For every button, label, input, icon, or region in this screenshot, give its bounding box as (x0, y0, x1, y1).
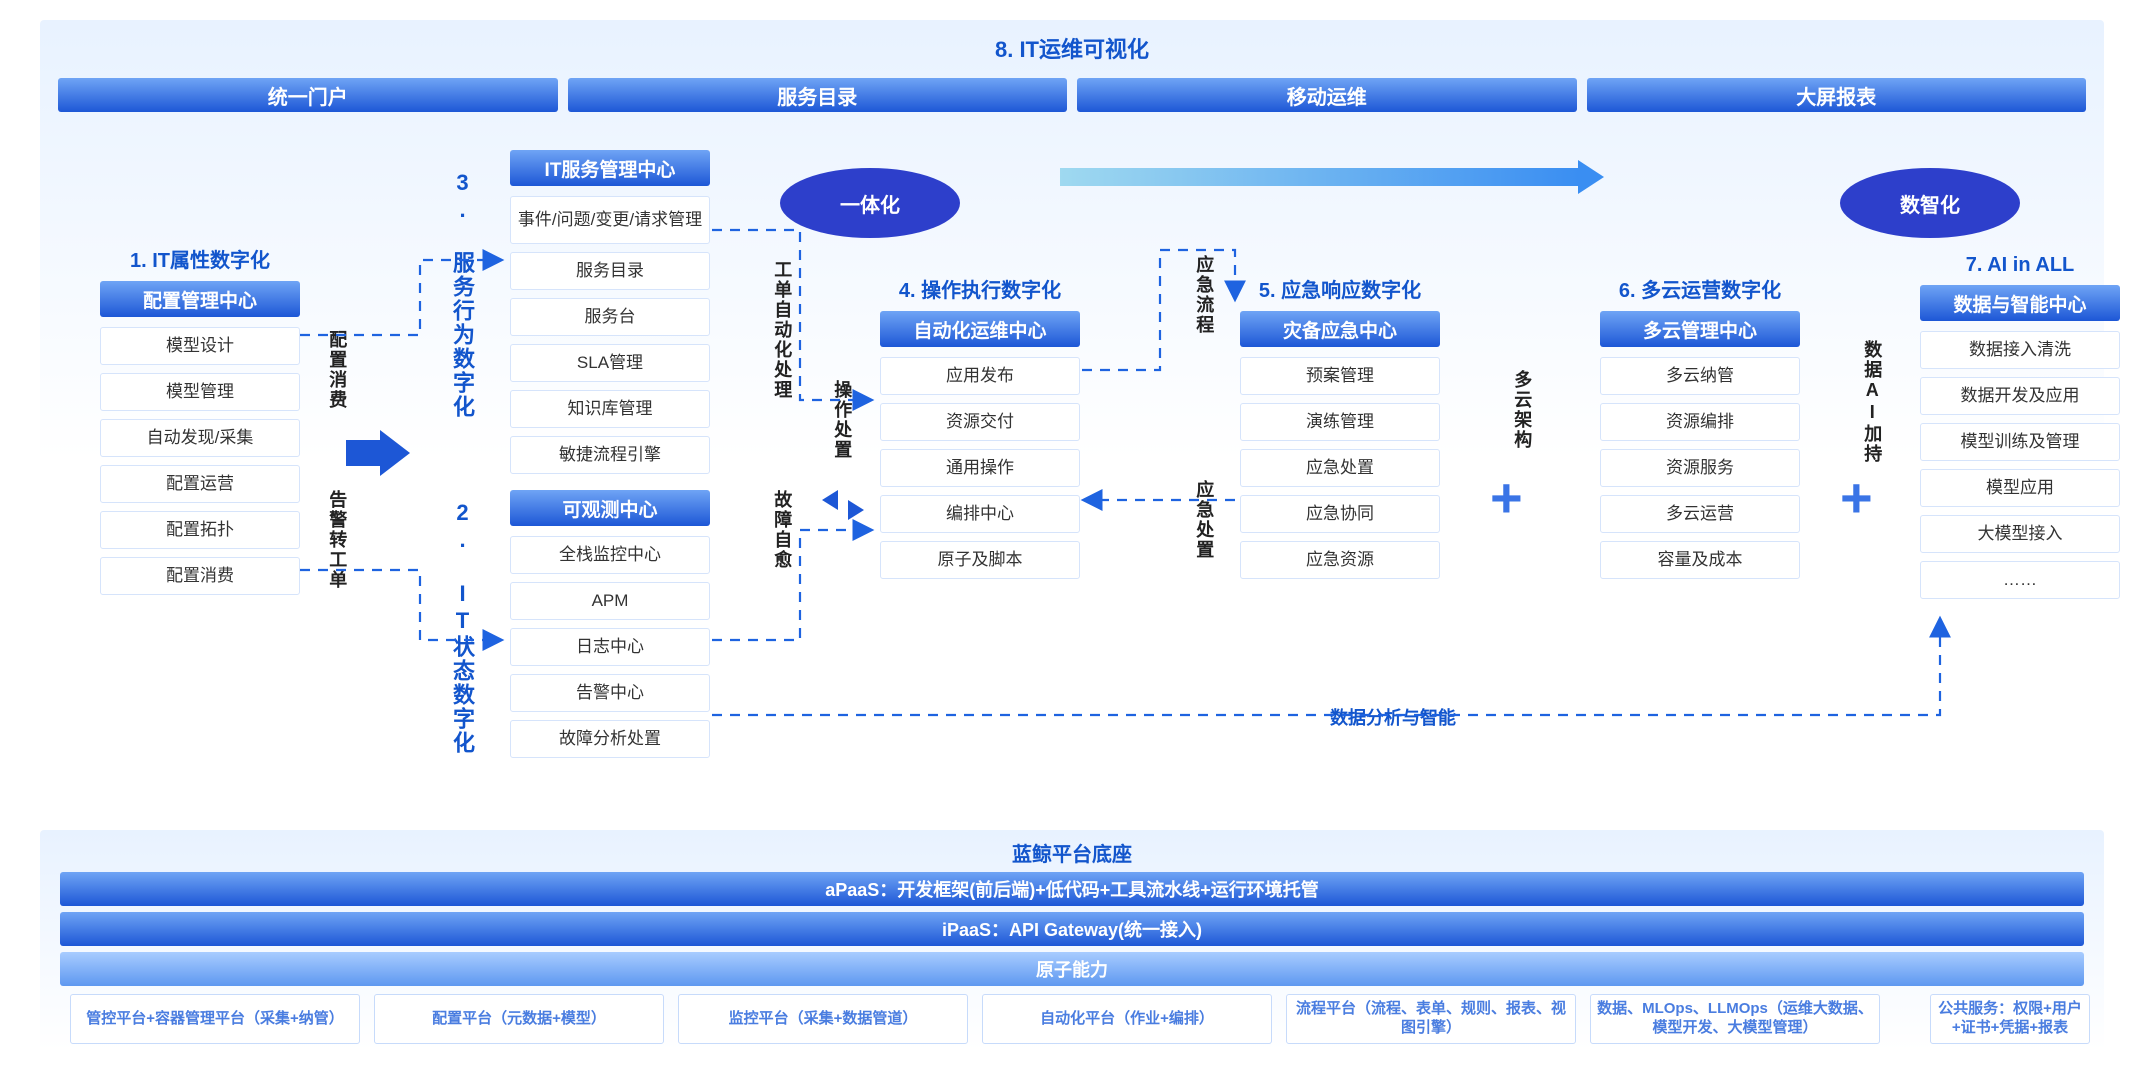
module-1: 1. IT属性数字化 配置管理中心 模型设计 模型管理 自动发现/采集 配置运营… (100, 240, 300, 603)
atom-cell: 监控平台（采集+数据管道） (678, 994, 968, 1044)
vlabel-op-handle: 操作处置 (830, 380, 854, 460)
module-5: 5. 应急响应数字化 灾备应急中心 预案管理 演练管理 应急处置 应急协同 应急… (1240, 270, 1440, 587)
m6-item: 多云运营 (1600, 495, 1800, 533)
atom-cell: 数据、MLOps、LLMOps（运维大数据、模型开发、大模型管理） (1590, 994, 1880, 1044)
vlabel-cfg-consume: 配置消费 (325, 330, 349, 410)
tab-portal[interactable]: 统一门户 (58, 78, 558, 112)
m5-item: 应急资源 (1240, 541, 1440, 579)
m7-item: 模型应用 (1920, 469, 2120, 507)
m5-item: 应急协同 (1240, 495, 1440, 533)
module-7: 7. AI in ALL 数据与智能中心 数据接入清洗 数据开发及应用 模型训练… (1920, 250, 2120, 607)
m7-item: 模型训练及管理 (1920, 423, 2120, 461)
vlabel-3: 3. 服务行为数字化 (446, 170, 479, 419)
module-3b-header: 可观测中心 (510, 490, 710, 526)
m7-item: 大模型接入 (1920, 515, 2120, 553)
m4-item: 通用操作 (880, 449, 1080, 487)
hlabel-data-intel: 数据分析与智能 (1330, 704, 1456, 730)
ellipse-integration: 一体化 (780, 168, 960, 238)
m4-item: 应用发布 (880, 357, 1080, 395)
gradient-arrow (1060, 168, 1580, 186)
atom-cell: 公共服务：权限+用户+证书+凭据+报表 (1930, 994, 2090, 1044)
module-6: 6. 多云运营数字化 多云管理中心 多云纳管 资源编排 资源服务 多云运营 容量… (1600, 270, 1800, 587)
module-7-header: 数据与智能中心 (1920, 285, 2120, 321)
m3a-item: 敏捷流程引擎 (510, 436, 710, 474)
module-3a-header: IT服务管理中心 (510, 150, 710, 186)
vlabel-alert-order: 告警转工单 (325, 490, 349, 590)
m7-item: …… (1920, 561, 2120, 599)
m6-item: 资源服务 (1600, 449, 1800, 487)
m1-item: 模型管理 (100, 373, 300, 411)
vlabel-fault-heal: 故障自愈 (770, 490, 794, 570)
bar-ipaas: iPaaS：API Gateway(统一接入) (60, 912, 2084, 946)
vlabel-data-ai: 数据AI加持 (1860, 340, 1884, 464)
m3b-item: APM (510, 582, 710, 620)
solid-arrow-icon (346, 440, 380, 466)
module-1-title: 1. IT属性数字化 (100, 240, 300, 281)
bottom-bars: aPaaS：开发框架(前后端)+低代码+工具流水线+运行环境托管 iPaaS：A… (60, 872, 2084, 992)
atom-row-right: 公共服务：权限+用户+证书+凭据+报表 (1930, 994, 2090, 1044)
tab-mobile[interactable]: 移动运维 (1077, 78, 1577, 112)
m3a-item: 服务台 (510, 298, 710, 336)
m3a-item: SLA管理 (510, 344, 710, 382)
module-7-title: 7. AI in ALL (1920, 250, 2120, 285)
inward-arrow-left-icon (822, 490, 838, 510)
inward-arrow-right-icon (848, 500, 864, 520)
vlabel-emg-flow: 应急流程 (1192, 255, 1216, 335)
atom-cell: 管控平台+容器管理平台（采集+纳管） (70, 994, 360, 1044)
m5-item: 应急处置 (1240, 449, 1440, 487)
module-5-title: 5. 应急响应数字化 (1240, 270, 1440, 311)
section-8-title: 8. IT运维可视化 (0, 32, 2144, 64)
plus-icon: + (1490, 470, 1523, 526)
module-3b: 可观测中心 全栈监控中心 APM 日志中心 告警中心 故障分析处置 (510, 490, 710, 766)
atom-cell: 配置平台（元数据+模型） (374, 994, 664, 1044)
atom-cell: 流程平台（流程、表单、规则、报表、视图引擎） (1286, 994, 1576, 1044)
m3a-item: 知识库管理 (510, 390, 710, 428)
top-tab-bar: 统一门户 服务目录 移动运维 大屏报表 (58, 78, 2086, 112)
atom-row-left: 管控平台+容器管理平台（采集+纳管） 配置平台（元数据+模型） 监控平台（采集+… (70, 994, 1880, 1044)
bar-atom: 原子能力 (60, 952, 2084, 986)
m5-item: 演练管理 (1240, 403, 1440, 441)
m1-item: 配置消费 (100, 557, 300, 595)
module-6-header: 多云管理中心 (1600, 311, 1800, 347)
m6-item: 容量及成本 (1600, 541, 1800, 579)
m6-item: 资源编排 (1600, 403, 1800, 441)
m5-item: 预案管理 (1240, 357, 1440, 395)
m3a-item: 服务目录 (510, 252, 710, 290)
module-4-header: 自动化运维中心 (880, 311, 1080, 347)
m3b-item: 故障分析处置 (510, 720, 710, 758)
tab-dashboard[interactable]: 大屏报表 (1587, 78, 2087, 112)
module-4: 4. 操作执行数字化 自动化运维中心 应用发布 资源交付 通用操作 编排中心 原… (880, 270, 1080, 587)
bar-apaas: aPaaS：开发框架(前后端)+低代码+工具流水线+运行环境托管 (60, 872, 2084, 906)
vlabel-2: 2. IT状态数字化 (446, 500, 479, 755)
m4-item: 编排中心 (880, 495, 1080, 533)
vlabel-order-auto: 工单自动化处理 (770, 260, 794, 400)
m7-item: 数据开发及应用 (1920, 377, 2120, 415)
module-6-title: 6. 多云运营数字化 (1600, 270, 1800, 311)
m3b-item: 全栈监控中心 (510, 536, 710, 574)
gradient-arrow-head (1578, 160, 1604, 194)
m3b-item: 告警中心 (510, 674, 710, 712)
m6-item: 多云纳管 (1600, 357, 1800, 395)
module-4-title: 4. 操作执行数字化 (880, 270, 1080, 311)
m3a-item: 事件/问题/变更/请求管理 (510, 196, 710, 244)
vlabel-emg-handle: 应急处置 (1192, 480, 1216, 560)
bottom-title: 蓝鲸平台底座 (0, 838, 2144, 867)
vlabel-multi-arch: 多云架构 (1510, 370, 1534, 450)
tab-catalog[interactable]: 服务目录 (568, 78, 1068, 112)
m1-item: 配置拓扑 (100, 511, 300, 549)
m4-item: 资源交付 (880, 403, 1080, 441)
atom-cell: 自动化平台（作业+编排） (982, 994, 1272, 1044)
module-1-header: 配置管理中心 (100, 281, 300, 317)
plus-icon: + (1840, 470, 1873, 526)
m1-item: 模型设计 (100, 327, 300, 365)
module-3a: IT服务管理中心 事件/问题/变更/请求管理 服务目录 服务台 SLA管理 知识… (510, 150, 710, 482)
m3b-item: 日志中心 (510, 628, 710, 666)
solid-arrow-head-icon (380, 430, 410, 476)
ellipse-smart: 数智化 (1840, 168, 2020, 238)
m4-item: 原子及脚本 (880, 541, 1080, 579)
module-5-header: 灾备应急中心 (1240, 311, 1440, 347)
m7-item: 数据接入清洗 (1920, 331, 2120, 369)
m1-item: 自动发现/采集 (100, 419, 300, 457)
m1-item: 配置运营 (100, 465, 300, 503)
